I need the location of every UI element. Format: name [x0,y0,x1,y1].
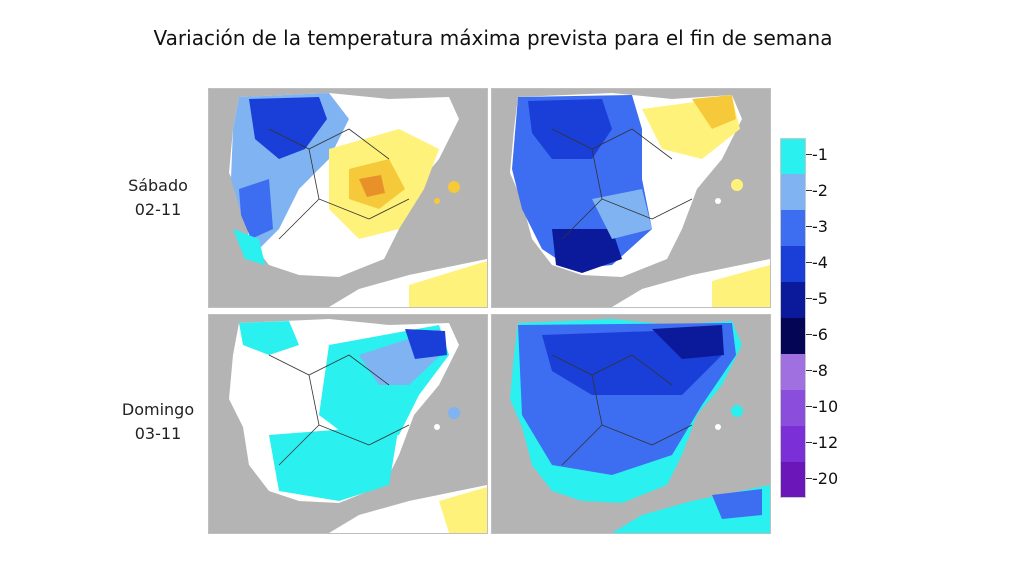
region-borders [551,354,693,466]
map-saturday-right [491,88,771,308]
balearic-island-small [434,424,440,430]
balearic-island [731,405,743,417]
legend-label-3: -3 [812,217,828,236]
cool-zone-ne-core [405,329,447,359]
africa-warm [439,487,487,533]
row-label-saturday: Sábado 02-11 [108,174,208,222]
legend-frame [780,138,806,498]
legend-swatch-1 [780,138,806,174]
warm-zone-ne-core [692,95,736,129]
region-borders [551,128,693,240]
map-sunday-right [491,314,771,534]
legend-swatch-2 [780,174,806,210]
cool-zone-west [239,179,273,239]
legend-swatch-3 [780,210,806,246]
cool-zone-south [269,425,399,501]
balearic-island [731,179,743,191]
legend-swatch-5 [780,282,806,318]
row-label-sunday: Domingo 03-11 [108,398,208,446]
cool-zone-edge [233,229,265,265]
legend-label-1: -1 [812,145,828,164]
region-borders [268,128,410,240]
legend-label-7: -8 [812,361,828,380]
legend-label-4: -4 [812,253,828,272]
legend-swatch-8 [780,390,806,426]
balearic-island [448,181,460,193]
legend-tick [806,298,812,299]
map-svg-sat-left [229,93,487,307]
legend-tick [806,406,812,407]
legend-tick [806,226,812,227]
legend-tick [806,190,812,191]
row-date-saturday: 02-11 [134,200,182,219]
balearic-island-small [715,424,721,430]
legend-label-10: -20 [812,469,839,488]
map-saturday-left [208,88,488,308]
legend-swatch-9 [780,426,806,462]
legend-label-5: -5 [812,289,828,308]
legend-tick [806,442,812,443]
cool-zone-mid [592,189,652,239]
warm-zone-hot [359,175,385,197]
legend-tick [806,370,812,371]
map-svg-sat-right [510,93,770,307]
cool-zone-nw-core [249,97,327,159]
cool-zone-north [239,321,299,355]
balearic-island-small [715,198,721,204]
legend-swatch-10 [780,462,806,498]
balearic-island-small [434,198,440,204]
legend-swatch-4 [780,246,806,282]
row-day-saturday: Sábado [128,176,188,195]
row-date-sunday: 03-11 [134,424,182,443]
legend-label-9: -12 [812,433,839,452]
map-svg-sun-right [510,319,770,533]
color-legend: -1 -2 -3 -4 -5 -6 -8 -10 -12 -20 [776,138,846,498]
balearic-island [448,407,460,419]
legend-label-6: -6 [812,325,828,344]
map-sunday-left [208,314,488,534]
legend-swatch-7 [780,354,806,390]
row-day-sunday: Domingo [121,400,195,419]
map-svg-sun-left [229,319,487,533]
legend-tick [806,154,812,155]
africa-warm [409,261,487,307]
africa-cool [712,489,762,519]
map-title: Variación de la temperatura máxima previ… [153,26,833,50]
legend-label-8: -10 [812,397,839,416]
africa-warm [712,265,770,307]
region-borders [268,354,410,466]
cool-zone-core [528,99,612,159]
legend-tick [806,334,812,335]
legend-swatch-6 [780,318,806,354]
legend-tick [806,262,812,263]
legend-tick [806,478,812,479]
cool-zone-south [552,229,622,273]
cool-zone-ne-deep [652,325,724,359]
legend-label-2: -2 [812,181,828,200]
